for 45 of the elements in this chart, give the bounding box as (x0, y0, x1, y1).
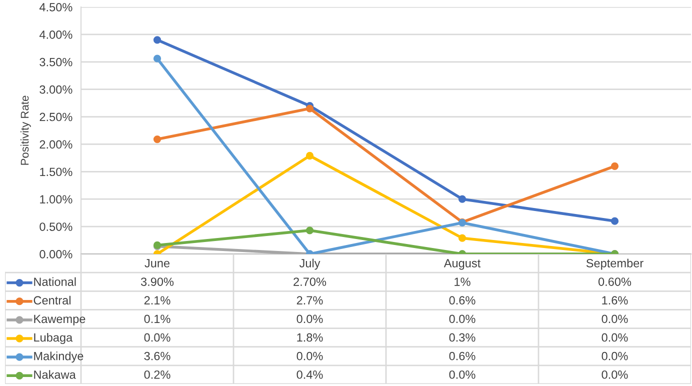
y-tick-label: 0.00% (40, 250, 72, 258)
x-tick-label: July (299, 258, 320, 270)
data-label: 2.7% (296, 296, 323, 304)
data-label: 1.6% (602, 296, 628, 305)
data-label: 0.0% (449, 314, 476, 324)
data-label: 0.2% (144, 370, 170, 379)
data-label: 0.1% (144, 314, 170, 324)
x-tick-label: August (444, 259, 481, 270)
y-tick-label: 2.50% (40, 112, 72, 122)
data-label: 0.3% (449, 333, 476, 342)
data-label: 3.6% (144, 352, 170, 360)
data-label: 0.0% (296, 314, 323, 324)
data-label: 0.0% (602, 314, 628, 324)
data-label: 1% (454, 278, 470, 286)
y-tick-label: 1.00% (40, 195, 72, 204)
y-tick-label: 3.50% (40, 58, 72, 66)
data-label: 1.8% (297, 333, 323, 342)
data-label: 0.6% (449, 352, 476, 360)
legend-label: National (34, 277, 76, 286)
legend-label: Lubaga (34, 332, 73, 344)
legend-label: Kawempe (34, 314, 86, 326)
data-label: 3.90% (140, 278, 174, 286)
x-tick-label: June (144, 259, 170, 268)
y-axis-title: Positivity Rate (20, 96, 31, 165)
data-label: 2.70% (294, 278, 326, 286)
data-label: 0.6% (449, 296, 476, 305)
legend-label: Makindye (34, 352, 84, 363)
x-tick-label: September (586, 258, 644, 270)
y-tick-label: 2.00% (40, 140, 72, 149)
data-label: 0.0% (296, 352, 323, 360)
legend-label: Central (34, 296, 70, 305)
data-label: 0.0% (449, 370, 476, 379)
y-tick-label: 3.00% (40, 85, 72, 94)
y-tick-label: 0.50% (40, 222, 72, 231)
data-label: 0.0% (602, 370, 628, 379)
data-label: 0.0% (602, 333, 628, 342)
data-label: 0.60% (598, 278, 632, 286)
data-label: 0.0% (602, 352, 628, 360)
legend-label: Nakawa (34, 370, 76, 379)
y-tick-label: 1.50% (40, 168, 72, 176)
data-label: 2.1% (144, 296, 170, 304)
y-tick-label: 4.00% (39, 30, 72, 39)
data-label: 0.4% (296, 370, 323, 379)
y-tick-label: 4.50% (39, 3, 72, 12)
data-label: 0.0% (144, 333, 170, 342)
